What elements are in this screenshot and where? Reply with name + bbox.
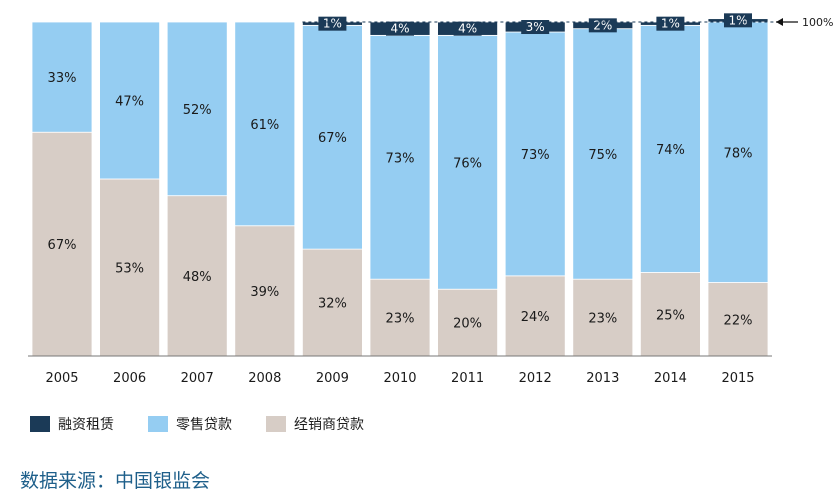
data-label-leasing-2013: 2% <box>593 18 612 32</box>
bar-segment-retail-2010 <box>369 34 431 280</box>
bar-segment-retail-2013 <box>572 28 634 280</box>
legend-swatch-dealer <box>266 416 286 432</box>
x-tick-label-2009: 2009 <box>316 371 349 386</box>
x-tick-label-2013: 2013 <box>586 371 619 386</box>
legend-swatch-retail <box>148 416 168 432</box>
data-label-leasing-2010: 4% <box>390 22 409 36</box>
data-label-leasing-2015: 1% <box>728 13 747 27</box>
bar-segment-retail-2015 <box>707 21 769 283</box>
data-label-retail-2009: 67% <box>318 131 347 146</box>
data-label-retail-2013: 75% <box>588 148 617 163</box>
bar-segment-dealer-2005 <box>31 131 93 357</box>
legend-item-leasing: 融资租赁 <box>30 414 114 434</box>
bar-segment-dealer-2013 <box>572 278 634 357</box>
leasing-label-bg-2012 <box>521 20 550 35</box>
data-label-retail-2007: 52% <box>183 103 212 118</box>
data-label-retail-2014: 74% <box>656 143 685 158</box>
data-label-dealer-2013: 23% <box>588 312 617 327</box>
leasing-label-bg-2011 <box>453 21 482 36</box>
bar-segment-dealer-2012 <box>504 275 566 357</box>
bar-segment-dealer-2014 <box>640 272 701 357</box>
leasing-label-bg-2014 <box>656 16 685 31</box>
x-tick-label-2006: 2006 <box>113 371 146 386</box>
legend-label-dealer: 经销商贷款 <box>294 417 364 433</box>
x-tick-label-2014: 2014 <box>654 371 687 386</box>
reference-arrow-icon <box>776 18 783 26</box>
data-label-dealer-2011: 20% <box>453 317 482 332</box>
data-label-retail-2010: 73% <box>386 151 415 166</box>
x-tick-label-2005: 2005 <box>45 371 78 386</box>
bar-segment-retail-2012 <box>504 31 566 277</box>
data-label-retail-2005: 33% <box>48 71 77 86</box>
x-tick-label-2012: 2012 <box>519 371 552 386</box>
legend-item-retail: 零售贷款 <box>148 414 232 434</box>
bar-segment-retail-2009 <box>301 24 363 250</box>
x-axis-ticks: 2005 2006 2007 2008 2009 2010 2011 2012 2013 2014… <box>45 371 754 386</box>
bar-segment-retail-2014 <box>640 24 701 273</box>
data-label-leasing-2011: 4% <box>458 22 477 36</box>
legend-item-dealer: 经销商贷款 <box>266 414 364 434</box>
data-label-leasing-2009: 1% <box>323 17 342 31</box>
stacked-bar-chart: 67% 33% 53% 47% 48% 52% 39% 61% 32% 67% 1% 23% 73% 4%… <box>28 13 833 386</box>
data-label-retail-2012: 73% <box>521 148 550 163</box>
data-label-dealer-2009: 32% <box>318 297 347 312</box>
x-tick-label-2015: 2015 <box>721 371 754 386</box>
data-label-dealer-2010: 23% <box>386 312 415 327</box>
leasing-label-bg-2015 <box>724 13 752 28</box>
bar-segment-retail-2005 <box>31 21 93 133</box>
reference-label: 100% <box>802 16 833 29</box>
data-label-dealer-2006: 53% <box>115 261 144 276</box>
data-label-dealer-2012: 24% <box>521 310 550 325</box>
leasing-label-bg-2009 <box>318 16 347 31</box>
reference-100-marker: 100% <box>302 16 833 29</box>
legend-label-leasing: 融资租赁 <box>58 417 114 433</box>
data-label-dealer-2015: 22% <box>724 313 753 328</box>
legend-swatch-leasing <box>30 416 50 432</box>
data-label-retail-2006: 47% <box>115 94 144 109</box>
x-tick-label-2008: 2008 <box>248 371 281 386</box>
bar-segment-retail-2007 <box>166 21 228 197</box>
leasing-label-bg-2010 <box>386 21 414 36</box>
data-label-dealer-2007: 48% <box>183 270 212 285</box>
data-label-retail-2011: 76% <box>453 156 482 171</box>
data-label-dealer-2014: 25% <box>656 308 685 323</box>
source-note: 数据来源：中国银监会 <box>20 470 211 492</box>
data-label-retail-2015: 78% <box>724 146 753 161</box>
data-label-dealer-2005: 67% <box>48 238 77 253</box>
data-label-dealer-2008: 39% <box>250 285 279 300</box>
bar-segment-retail-2008 <box>234 21 296 227</box>
bar-segment-retail-2006 <box>99 21 160 180</box>
bar-segment-dealer-2015 <box>707 282 769 357</box>
data-label-retail-2008: 61% <box>250 118 279 133</box>
x-tick-label-2011: 2011 <box>451 371 484 386</box>
legend-label-retail: 零售贷款 <box>176 417 232 433</box>
bar-segment-dealer-2007 <box>166 195 228 357</box>
data-label-leasing-2014: 1% <box>661 17 680 31</box>
data-label-leasing-2012: 3% <box>526 20 545 34</box>
x-tick-label-2010: 2010 <box>383 371 416 386</box>
bars-layer: 67% 33% 53% 47% 48% 52% 39% 61% 32% 67% 1% 23% 73% 4%… <box>31 13 769 357</box>
x-tick-label-2007: 2007 <box>181 371 214 386</box>
legend: 融资租赁 零售贷款 经销商贷款 <box>30 414 364 434</box>
